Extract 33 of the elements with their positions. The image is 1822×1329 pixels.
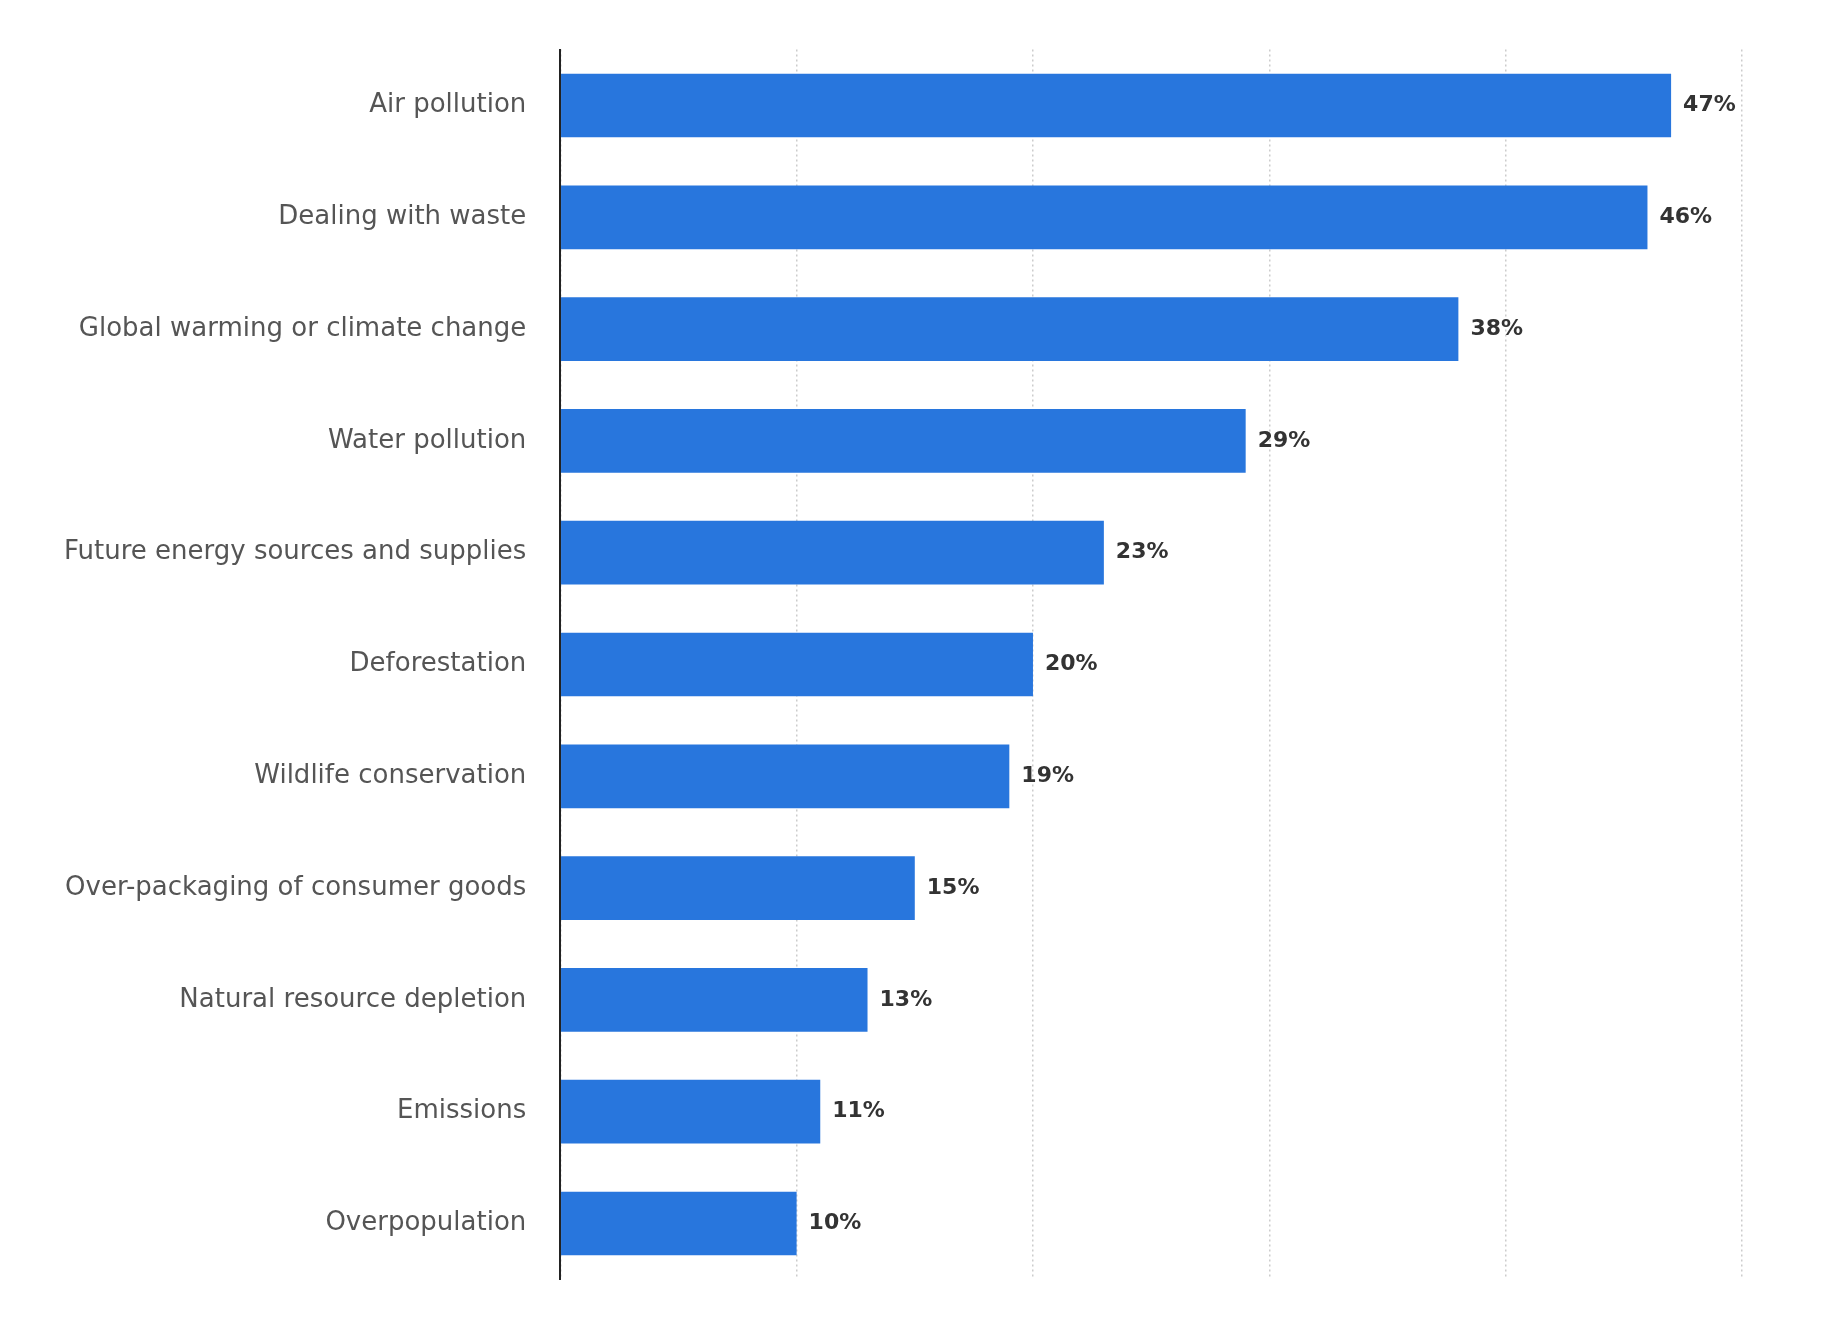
- data-label: 10%: [808, 1209, 862, 1235]
- data-label: 15%: [926, 873, 980, 899]
- y-tick-label: Over-packaging of consumer goods: [65, 870, 527, 901]
- y-tick-label: Deforestation: [349, 647, 527, 678]
- y-tick-label: Emissions: [397, 1094, 527, 1125]
- bar: [561, 520, 1104, 585]
- bar: [561, 856, 915, 920]
- data-label: 29%: [1257, 426, 1311, 452]
- bar: [561, 73, 1672, 138]
- y-tick-label: Water pollution: [328, 423, 527, 454]
- y-tick-label: Air pollution: [369, 88, 527, 119]
- data-label: 13%: [879, 985, 933, 1011]
- y-tick-label: Global warming or climate change: [78, 311, 527, 342]
- bar: [561, 1079, 821, 1144]
- bar: [561, 1191, 797, 1256]
- y-tick-label: Wildlife conservation: [254, 759, 527, 790]
- bar: [561, 297, 1459, 361]
- data-label: 23%: [1115, 538, 1169, 564]
- bar: [561, 632, 1033, 697]
- data-label: 47%: [1683, 91, 1736, 117]
- bar: [561, 185, 1648, 250]
- data-label: 19%: [1021, 762, 1074, 788]
- data-label: 20%: [1044, 650, 1098, 676]
- y-tick-label: Overpopulation: [325, 1206, 527, 1237]
- data-label: 38%: [1470, 314, 1524, 340]
- y-tick-label: Dealing with waste: [278, 200, 527, 231]
- bar: [561, 409, 1246, 473]
- bar: [561, 744, 1010, 809]
- data-label: 46%: [1659, 203, 1713, 229]
- bar: [561, 968, 868, 1032]
- y-tick-label: Future energy sources and supplies: [63, 535, 527, 566]
- data-label: 11%: [832, 1097, 885, 1123]
- y-tick-label: Natural resource depletion: [179, 982, 527, 1013]
